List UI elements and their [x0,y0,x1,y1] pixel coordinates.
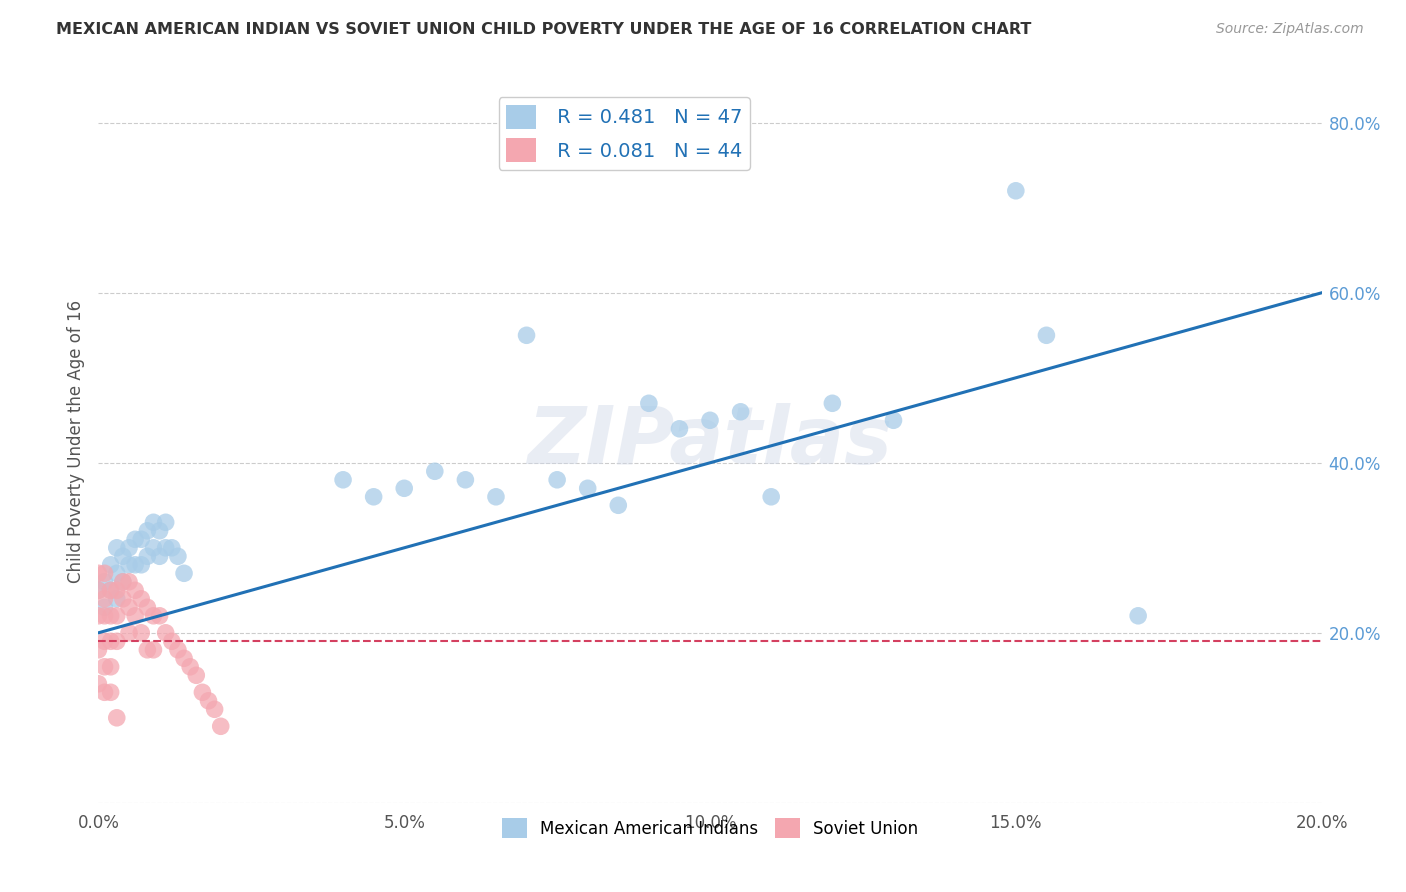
Point [142,541,165,555]
Point [87,566,110,581]
Point [454,473,477,487]
Point [546,473,568,487]
Point [105,583,128,598]
Point [607,498,630,512]
Point [111,574,134,589]
Point [111,591,134,606]
Text: ZIPatlas: ZIPatlas [527,402,893,481]
Point [100,608,122,623]
Point [883,413,905,427]
Point [637,396,661,410]
Point [149,524,172,538]
Point [87,583,110,598]
Point [204,702,226,716]
Y-axis label: Child Poverty Under the Age of 16: Child Poverty Under the Age of 16 [66,300,84,583]
Point [124,533,146,547]
Text: Source: ZipAtlas.com: Source: ZipAtlas.com [1216,22,1364,37]
Point [100,583,122,598]
Point [87,608,110,623]
Point [124,583,146,598]
Point [821,396,844,410]
Point [129,625,152,640]
Point [160,634,183,648]
Point [93,566,115,581]
Point [485,490,508,504]
Point [160,541,183,555]
Point [93,600,115,615]
Point [149,549,172,564]
Point [87,583,110,598]
Point [118,625,141,640]
Point [93,634,115,648]
Point [149,608,172,623]
Point [332,473,354,487]
Point [759,490,782,504]
Point [142,516,165,530]
Point [699,413,721,427]
Point [111,574,134,589]
Point [105,591,128,606]
Point [186,668,208,682]
Point [136,600,159,615]
Point [105,634,128,648]
Point [129,533,152,547]
Point [105,541,128,555]
Point [93,608,115,623]
Point [173,566,195,581]
Point [179,660,201,674]
Point [363,490,385,504]
Point [105,608,128,623]
Point [100,558,122,572]
Point [1004,184,1026,198]
Legend: Mexican American Indians, Soviet Union: Mexican American Indians, Soviet Union [495,812,925,845]
Point [392,481,416,495]
Point [197,694,219,708]
Point [209,719,232,733]
Point [142,608,165,623]
Point [118,600,141,615]
Point [730,405,752,419]
Point [100,660,122,674]
Point [1128,608,1150,623]
Point [93,685,115,699]
Point [155,516,177,530]
Point [124,608,146,623]
Point [155,625,177,640]
Point [576,481,599,495]
Point [173,651,195,665]
Point [516,328,538,343]
Point [87,642,110,657]
Point [93,574,115,589]
Point [118,574,141,589]
Point [100,685,122,699]
Point [105,566,128,581]
Point [142,642,165,657]
Point [136,642,159,657]
Point [93,591,115,606]
Point [87,677,110,691]
Point [155,541,177,555]
Point [1035,328,1057,343]
Point [668,422,690,436]
Point [167,549,190,564]
Point [129,591,152,606]
Text: MEXICAN AMERICAN INDIAN VS SOVIET UNION CHILD POVERTY UNDER THE AGE OF 16 CORREL: MEXICAN AMERICAN INDIAN VS SOVIET UNION … [56,22,1032,37]
Point [100,634,122,648]
Point [111,549,134,564]
Point [423,464,446,478]
Point [124,558,146,572]
Point [136,549,159,564]
Point [129,558,152,572]
Point [118,541,141,555]
Point [105,711,128,725]
Point [167,642,190,657]
Point [118,558,141,572]
Point [93,660,115,674]
Point [100,583,122,598]
Point [191,685,214,699]
Point [136,524,159,538]
